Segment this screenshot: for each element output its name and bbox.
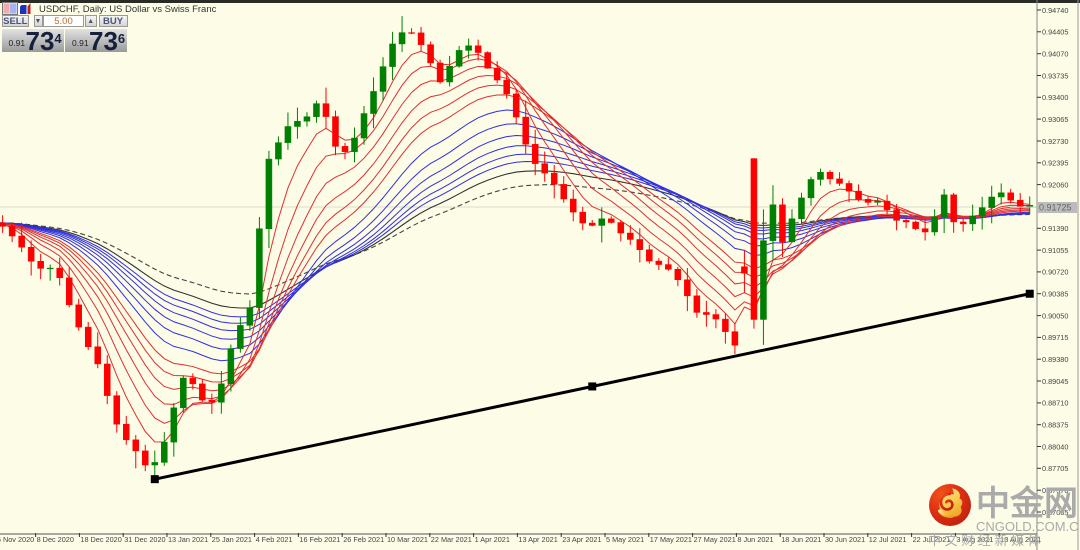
svg-text:1 Apr 2021: 1 Apr 2021	[475, 535, 510, 544]
svg-text:13 Jan 2021: 13 Jan 2021	[168, 535, 208, 544]
svg-text:10 Mar 2021: 10 Mar 2021	[387, 535, 428, 544]
svg-text:26 Feb 2021: 26 Feb 2021	[343, 535, 384, 544]
svg-text:0.94070: 0.94070	[1042, 50, 1068, 59]
svg-text:0.88375: 0.88375	[1042, 421, 1068, 430]
svg-text:0.94405: 0.94405	[1042, 28, 1068, 37]
svg-text:23 Apr 2021: 23 Apr 2021	[562, 535, 601, 544]
svg-text:13 Apr 2021: 13 Apr 2021	[518, 535, 557, 544]
svg-text:中金网: 中金网	[976, 484, 1078, 523]
svg-text:18 Dec 2020: 18 Dec 2020	[80, 535, 121, 544]
svg-text:26 Nov 2020: 26 Nov 2020	[0, 535, 34, 544]
svg-text:0.93735: 0.93735	[1042, 71, 1068, 80]
svg-text:0.91055: 0.91055	[1042, 246, 1068, 255]
svg-text:25 Jan 2021: 25 Jan 2021	[212, 535, 252, 544]
svg-text:中 文 财 经 新 媒 体: 中 文 财 经 新 媒 体	[928, 533, 1041, 548]
svg-text:0.88040: 0.88040	[1042, 442, 1068, 451]
svg-text:0.89380: 0.89380	[1042, 355, 1068, 364]
svg-text:0.90720: 0.90720	[1042, 268, 1068, 277]
svg-text:CNGOLD.COM.CN: CNGOLD.COM.CN	[976, 519, 1078, 534]
svg-text:0.90385: 0.90385	[1042, 290, 1068, 299]
svg-text:0.91725: 0.91725	[1039, 203, 1072, 213]
svg-text:4 Feb 2021: 4 Feb 2021	[256, 535, 293, 544]
svg-text:8 Jun 2021: 8 Jun 2021	[737, 535, 773, 544]
svg-text:0.87705: 0.87705	[1042, 464, 1068, 473]
svg-text:30 Jun 2021: 30 Jun 2021	[825, 535, 865, 544]
svg-text:31 Dec 2020: 31 Dec 2020	[124, 535, 165, 544]
svg-text:0.89045: 0.89045	[1042, 377, 1068, 386]
svg-text:22 Mar 2021: 22 Mar 2021	[431, 535, 472, 544]
svg-text:0.92730: 0.92730	[1042, 137, 1068, 146]
svg-text:0.94740: 0.94740	[1042, 6, 1068, 15]
svg-text:8 Dec 2020: 8 Dec 2020	[37, 535, 74, 544]
svg-text:0.92395: 0.92395	[1042, 159, 1068, 168]
svg-text:12 Jul 2021: 12 Jul 2021	[869, 535, 907, 544]
svg-text:16 Feb 2021: 16 Feb 2021	[299, 535, 340, 544]
svg-text:0.93065: 0.93065	[1042, 115, 1068, 124]
svg-text:27 May 2021: 27 May 2021	[694, 535, 736, 544]
svg-text:18 Jun 2021: 18 Jun 2021	[781, 535, 821, 544]
svg-text:0.90050: 0.90050	[1042, 311, 1068, 320]
svg-text:5 May 2021: 5 May 2021	[606, 535, 644, 544]
svg-text:0.93400: 0.93400	[1042, 93, 1068, 102]
svg-text:17 May 2021: 17 May 2021	[650, 535, 692, 544]
svg-text:0.91390: 0.91390	[1042, 224, 1068, 233]
svg-text:0.92060: 0.92060	[1042, 180, 1068, 189]
svg-text:0.89715: 0.89715	[1042, 333, 1068, 342]
svg-text:0.88710: 0.88710	[1042, 399, 1068, 408]
